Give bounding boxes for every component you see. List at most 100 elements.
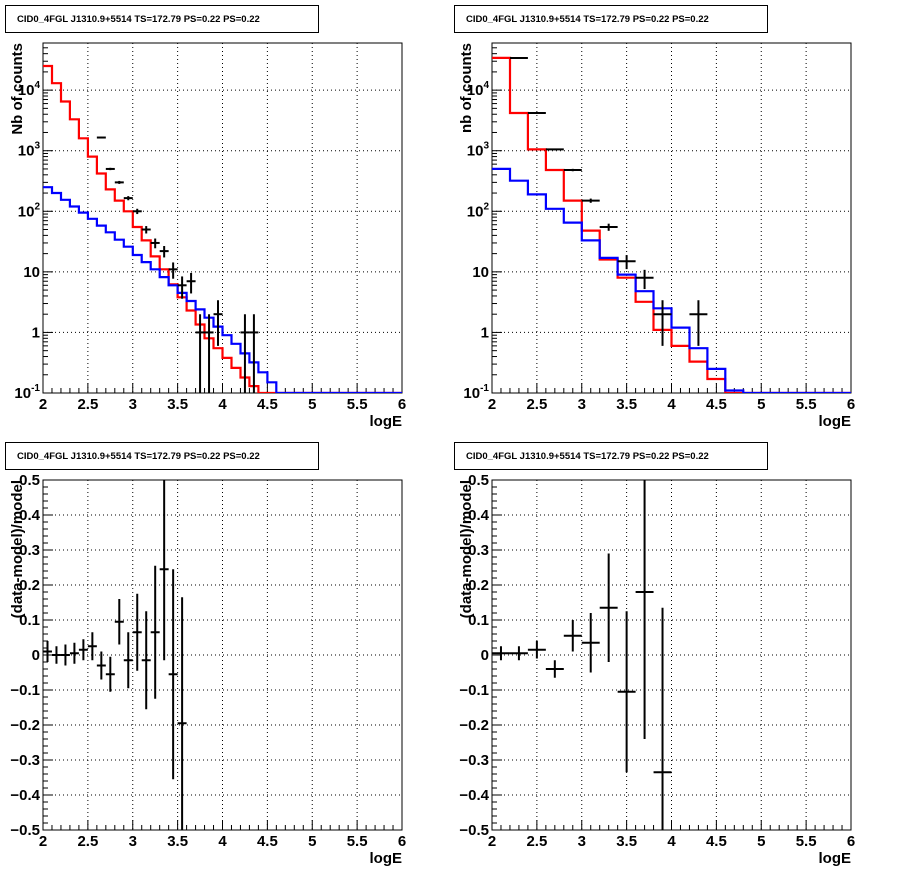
residual-point <box>78 639 88 661</box>
x-tick-label: 6 <box>847 396 855 413</box>
y-tick-label: −0.2 <box>10 717 40 734</box>
x-tick-label: 5 <box>308 396 316 413</box>
plot-svg: 2 2.5 3 3.5 4 4.5 5 5.5 6 10-1 1 10 102 103 104 logE Nb … <box>9 42 406 430</box>
y-tick-label: 10 <box>23 264 40 281</box>
y-tick-label: 0 <box>32 647 40 664</box>
x-tick-label: 3 <box>578 833 586 850</box>
data-point <box>617 255 636 270</box>
y-tick-label: −0.2 <box>459 717 489 734</box>
data-point <box>599 223 618 231</box>
x-tick-label: 4 <box>667 833 676 850</box>
component-model-line <box>492 167 851 393</box>
x-tick-label: 4.5 <box>257 833 278 850</box>
y-tick-label: −0.4 <box>459 787 489 804</box>
y-axis-label: nb of counts <box>458 43 475 133</box>
y-axis-label: (data-model)/model <box>9 480 26 618</box>
residual-point <box>60 644 70 666</box>
y-tick-label: 0.5 <box>19 472 40 489</box>
x-tick-label: 2 <box>39 396 47 413</box>
residual-point <box>105 656 115 692</box>
x-axis-label: logE <box>819 850 852 867</box>
plot-area <box>492 56 851 393</box>
y-tick-label: 0.4 <box>468 507 490 524</box>
data-point <box>249 314 259 393</box>
residual-point <box>43 641 52 662</box>
y-tick-label: 102 <box>18 201 41 220</box>
plot-area <box>43 64 402 393</box>
data-point <box>132 208 142 215</box>
plot-svg: 2 2.5 3 3.5 4 4.5 5 5.5 6 −0.5 −0.4 −0.3 −0.2 −0.1 0 0.… <box>458 472 855 867</box>
x-tick-label: 6 <box>847 833 855 850</box>
residual-point <box>51 646 61 664</box>
data-point <box>141 226 151 234</box>
y-tick-label: 0.5 <box>468 472 489 489</box>
y-tick-label: 103 <box>18 141 41 160</box>
residual-point <box>635 480 654 739</box>
x-tick-label: 3 <box>129 396 137 413</box>
y-axis-label: Nb of counts <box>9 43 26 135</box>
y-tick-label: 1 <box>32 324 40 341</box>
x-tick-label: 2.5 <box>77 833 98 850</box>
residual-point <box>509 646 528 661</box>
residual-point <box>492 646 510 661</box>
y-tick-label: 102 <box>467 201 490 220</box>
y-tick-label: 0.2 <box>468 577 489 594</box>
top-left-counts-plot: 2 2.5 3 3.5 4 4.5 5 5.5 6 10-1 1 10 102 103 104 logE Nb … <box>0 0 449 437</box>
x-tick-label: 5.5 <box>796 833 817 850</box>
data-point <box>96 136 106 139</box>
plot-svg: 2 2.5 3 3.5 4 4.5 5 5.5 6 −0.5 −0.4 −0.3 −0.2 −0.1 0 0.… <box>9 472 406 867</box>
x-tick-label: 5.5 <box>347 396 368 413</box>
data-point <box>168 262 178 279</box>
x-tick-label: 2 <box>488 833 496 850</box>
y-axis-label: (data-model)/model <box>458 480 475 618</box>
plot-area <box>43 480 187 830</box>
grid <box>43 480 402 830</box>
y-tick-label: 104 <box>18 80 41 99</box>
plot-title: CID0_4FGL J1310.9+5514 TS=172.79 PS=0.22… <box>5 442 319 470</box>
bottom-left-residual-plot: 2 2.5 3 3.5 4 4.5 5 5.5 6 −0.5 −0.4 −0.3 −0.2 −0.1 0 0.… <box>0 437 449 874</box>
plot-title: CID0_4FGL J1310.9+5514 TS=172.79 PS=0.22… <box>5 5 319 33</box>
data-point <box>527 111 546 114</box>
x-tick-label: 5.5 <box>347 833 368 850</box>
axis-ticks <box>42 42 403 394</box>
x-tick-label: 5.5 <box>796 396 817 413</box>
x-tick-label: 4.5 <box>257 396 278 413</box>
total-model-line <box>43 64 402 393</box>
residual-point <box>69 642 79 664</box>
y-tick-label: −0.5 <box>10 822 40 839</box>
data-point <box>545 148 564 151</box>
x-tick-label: 4.5 <box>706 396 727 413</box>
plot-title: CID0_4FGL J1310.9+5514 TS=172.79 PS=0.22… <box>454 442 768 470</box>
plot-title: CID0_4FGL J1310.9+5514 TS=172.79 PS=0.22… <box>454 5 768 33</box>
residual-point <box>599 553 618 662</box>
x-tick-label: 5 <box>308 833 316 850</box>
residual-point <box>177 597 187 830</box>
residual-point <box>141 611 151 710</box>
y-tick-label: 10-1 <box>14 383 40 402</box>
residual-point <box>617 611 636 773</box>
x-tick-label: 3.5 <box>167 833 188 850</box>
x-tick-label: 2.5 <box>526 833 547 850</box>
x-tick-label: 2 <box>39 833 47 850</box>
x-tick-label: 3 <box>578 396 586 413</box>
data-point <box>150 238 160 249</box>
plot-area <box>492 480 672 830</box>
residual-point <box>96 651 106 680</box>
data-point <box>240 314 250 393</box>
x-tick-label: 6 <box>398 396 406 413</box>
y-tick-label: 1 <box>481 324 489 341</box>
y-tick-label: 104 <box>467 80 490 99</box>
top-right-counts-plot: 2 2.5 3 3.5 4 4.5 5 5.5 6 10-1 1 10 102 103 104 logE nb … <box>449 0 898 437</box>
data-point <box>177 276 187 299</box>
x-tick-label: 4 <box>218 833 227 850</box>
y-tick-label: 0.2 <box>19 577 40 594</box>
data-point <box>689 300 708 346</box>
y-tick-label: 0.1 <box>468 612 489 629</box>
y-tick-label: −0.5 <box>459 822 489 839</box>
x-tick-label: 3 <box>129 833 137 850</box>
plot-svg: 2 2.5 3 3.5 4 4.5 5 5.5 6 10-1 1 10 102 103 104 logE nb … <box>458 42 855 430</box>
y-tick-label: −0.3 <box>459 752 489 769</box>
axis-ticks <box>42 479 403 831</box>
x-tick-label: 2 <box>488 396 496 413</box>
x-tick-label: 6 <box>398 833 406 850</box>
